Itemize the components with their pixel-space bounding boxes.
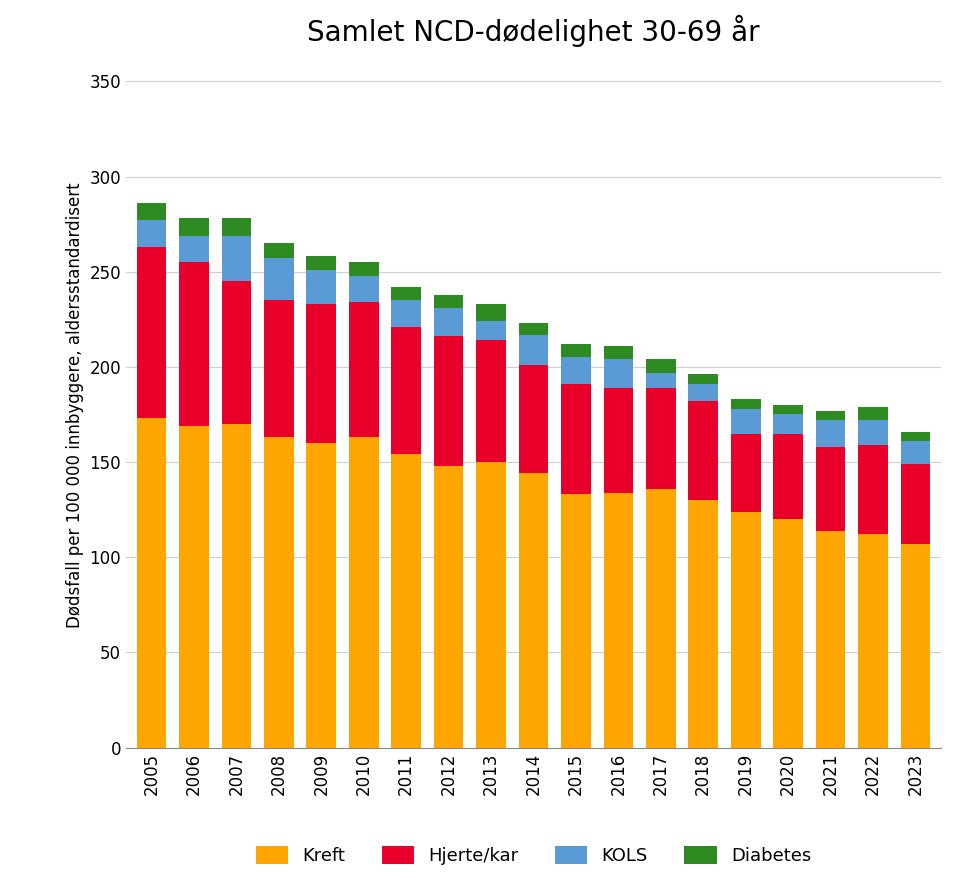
Bar — [858, 420, 887, 445]
Bar — [730, 433, 760, 512]
Y-axis label: Dødsfall per 100 000 innbyggere, aldersstandardisert: Dødsfall per 100 000 innbyggere, alderss… — [66, 182, 84, 627]
Bar — [858, 445, 887, 534]
Bar — [137, 247, 167, 418]
Bar — [603, 492, 633, 748]
Bar — [815, 530, 845, 748]
Legend: Kreft, Hjerte/kar, KOLS, Diabetes: Kreft, Hjerte/kar, KOLS, Diabetes — [256, 846, 810, 865]
Bar — [306, 270, 336, 304]
Bar — [349, 276, 378, 302]
Bar — [264, 437, 294, 748]
Bar — [688, 401, 717, 500]
Bar — [603, 360, 633, 388]
Bar — [137, 418, 167, 748]
Bar — [476, 304, 506, 321]
Bar — [772, 433, 802, 519]
Bar — [476, 462, 506, 748]
Bar — [858, 407, 887, 420]
Bar — [221, 424, 251, 748]
Bar — [221, 281, 251, 424]
Bar — [858, 534, 887, 748]
Bar — [603, 388, 633, 492]
Bar — [899, 432, 929, 441]
Bar — [264, 300, 294, 437]
Bar — [688, 375, 717, 384]
Bar — [772, 519, 802, 748]
Bar — [221, 236, 251, 281]
Bar — [179, 236, 208, 263]
Bar — [899, 544, 929, 748]
Bar — [306, 304, 336, 443]
Bar — [560, 384, 590, 495]
Bar — [221, 218, 251, 236]
Bar — [179, 263, 208, 426]
Bar — [264, 243, 294, 258]
Bar — [179, 426, 208, 748]
Bar — [772, 405, 802, 415]
Bar — [179, 218, 208, 236]
Bar — [306, 256, 336, 270]
Bar — [391, 455, 421, 748]
Bar — [560, 358, 590, 384]
Bar — [645, 489, 675, 748]
Bar — [137, 221, 167, 247]
Bar — [306, 443, 336, 748]
Bar — [730, 512, 760, 748]
Bar — [433, 295, 463, 308]
Bar — [730, 409, 760, 433]
Bar — [603, 346, 633, 360]
Bar — [476, 340, 506, 462]
Bar — [518, 323, 547, 335]
Bar — [518, 473, 547, 748]
Bar — [772, 415, 802, 433]
Bar — [899, 464, 929, 544]
Title: Samlet NCD-dødelighet 30-69 år: Samlet NCD-dødelighet 30-69 år — [307, 15, 759, 47]
Bar — [645, 373, 675, 388]
Bar — [137, 203, 167, 221]
Bar — [391, 300, 421, 327]
Bar — [391, 287, 421, 300]
Bar — [560, 495, 590, 748]
Bar — [264, 258, 294, 300]
Bar — [476, 321, 506, 340]
Bar — [349, 302, 378, 437]
Bar — [433, 308, 463, 336]
Bar — [645, 360, 675, 373]
Bar — [688, 384, 717, 401]
Bar — [688, 500, 717, 748]
Bar — [349, 437, 378, 748]
Bar — [645, 388, 675, 489]
Bar — [391, 327, 421, 455]
Bar — [560, 344, 590, 358]
Bar — [349, 263, 378, 276]
Bar — [815, 447, 845, 530]
Bar — [433, 465, 463, 748]
Bar — [518, 335, 547, 365]
Bar — [518, 365, 547, 473]
Bar — [899, 441, 929, 464]
Bar — [815, 410, 845, 420]
Bar — [730, 400, 760, 409]
Bar — [815, 420, 845, 447]
Bar — [433, 336, 463, 465]
